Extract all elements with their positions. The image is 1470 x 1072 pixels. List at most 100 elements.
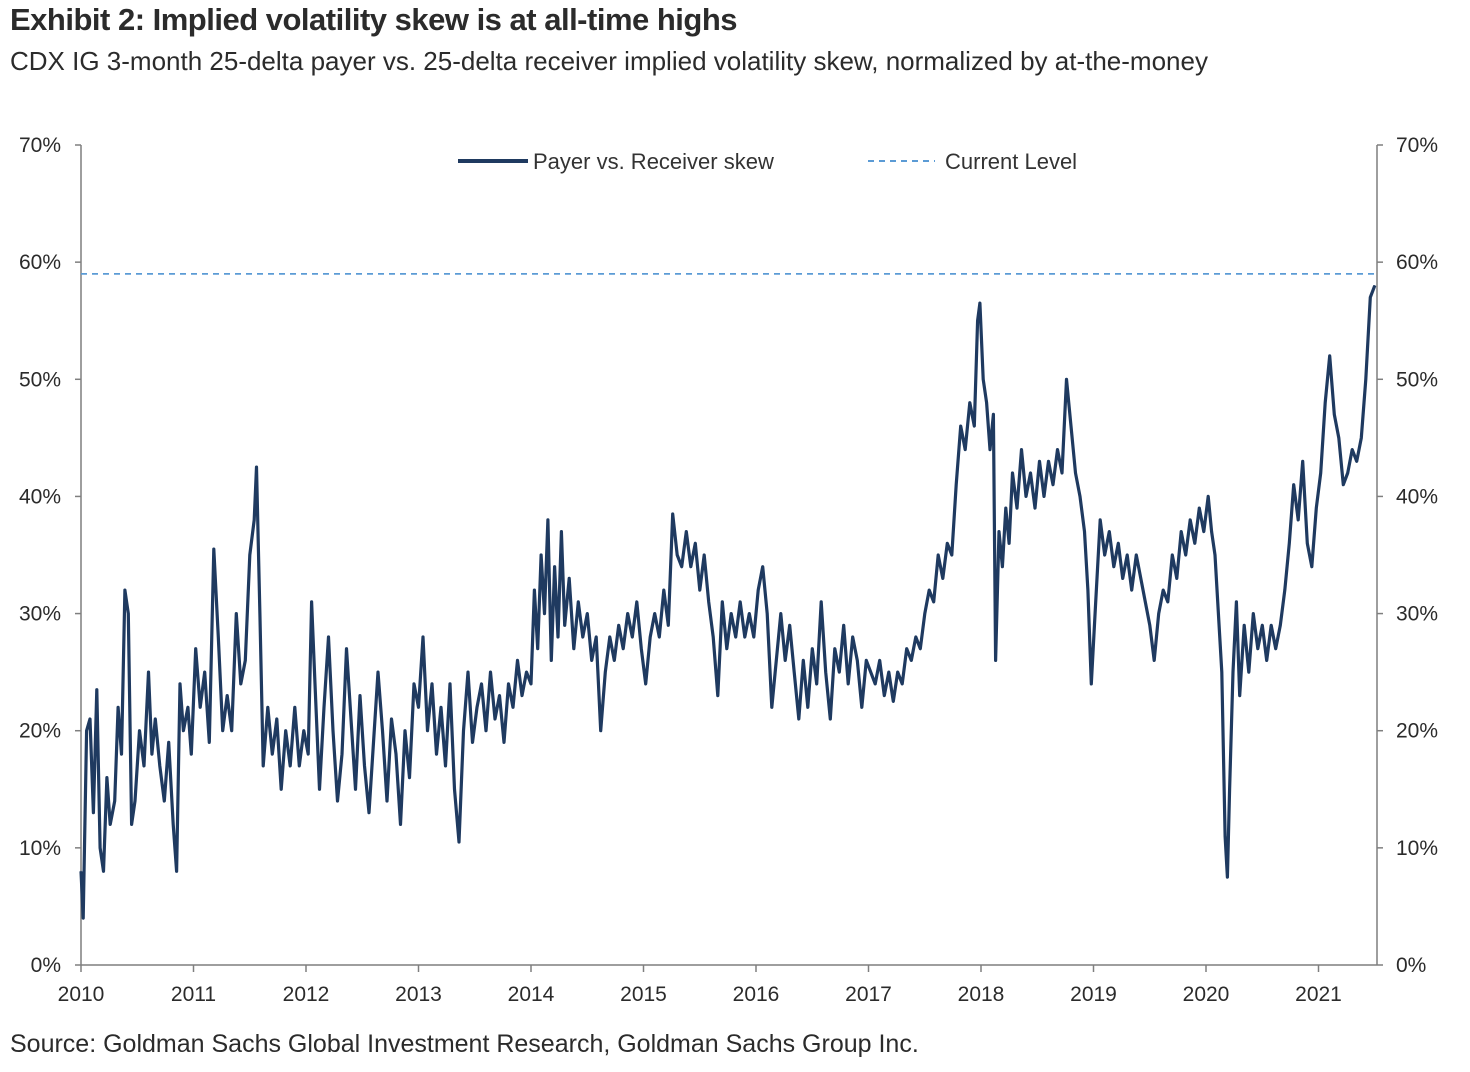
data-point — [294, 706, 296, 708]
x-tick-label: 2020 — [1183, 983, 1230, 1006]
data-point — [811, 648, 813, 650]
data-point — [861, 706, 863, 708]
data-point — [368, 812, 370, 814]
data-point — [757, 589, 759, 591]
data-point — [870, 671, 872, 673]
data-point — [1311, 566, 1313, 568]
data-point — [834, 648, 836, 650]
data-point — [440, 706, 442, 708]
data-point — [1029, 472, 1032, 474]
data-point — [1176, 577, 1178, 580]
data-point — [1306, 542, 1308, 544]
y-tick-label-right: 50% — [1396, 368, 1438, 391]
y-tick-label-left: 10% — [19, 837, 61, 860]
data-point — [503, 741, 505, 744]
data-point — [127, 613, 129, 615]
y-tick-label-left: 70% — [19, 134, 61, 157]
data-point — [485, 730, 487, 732]
data-point — [471, 741, 474, 744]
data-point — [1047, 460, 1050, 462]
data-point — [568, 577, 570, 580]
data-point — [1185, 554, 1187, 556]
data-point — [910, 659, 912, 662]
data-point — [1229, 788, 1231, 790]
data-point — [712, 636, 714, 638]
data-point — [235, 613, 237, 615]
data-point — [120, 753, 123, 755]
data-point — [259, 613, 261, 615]
data-point — [928, 589, 930, 591]
data-point — [1333, 413, 1335, 415]
data-point — [168, 741, 170, 744]
data-point — [195, 648, 197, 650]
data-point — [977, 320, 979, 322]
data-point — [1324, 402, 1326, 404]
data-point — [99, 847, 101, 849]
data-point — [613, 659, 615, 662]
data-point — [708, 601, 710, 603]
data-point — [820, 601, 822, 603]
y-tick-label-right: 0% — [1396, 954, 1426, 977]
data-point — [1061, 472, 1063, 474]
data-point — [176, 870, 178, 872]
data-point — [726, 648, 728, 650]
data-point — [498, 695, 501, 697]
data-point — [226, 695, 228, 697]
data-point — [359, 695, 361, 697]
data-point — [1198, 507, 1200, 509]
data-point — [303, 730, 305, 732]
data-point — [1099, 519, 1101, 521]
data-point — [1329, 355, 1331, 357]
data-point — [467, 671, 469, 673]
data-point — [1217, 613, 1219, 615]
data-point — [1005, 507, 1007, 509]
data-point — [964, 449, 966, 451]
data-point — [341, 753, 343, 755]
data-point — [1288, 542, 1290, 544]
data-point — [390, 718, 393, 720]
data-point — [163, 800, 165, 802]
data-point — [901, 683, 903, 685]
data-point — [444, 765, 447, 767]
data-point — [906, 648, 908, 650]
data-point — [1243, 624, 1245, 626]
y-tick-label-right: 40% — [1396, 485, 1438, 508]
x-tick-label: 2012 — [283, 983, 330, 1006]
data-point — [377, 671, 379, 673]
chart-legend: Payer vs. Receiver skew Current Level — [458, 149, 1077, 174]
data-point — [919, 648, 921, 650]
data-point — [1275, 648, 1277, 650]
data-point — [1095, 601, 1097, 603]
data-point — [609, 636, 611, 638]
data-point — [771, 706, 773, 708]
data-point — [577, 601, 579, 603]
data-point — [989, 449, 991, 451]
page-title: Exhibit 2: Implied volatility skew is at… — [10, 2, 738, 37]
y-tick-label-right: 30% — [1396, 603, 1438, 626]
data-point — [992, 413, 995, 415]
data-point — [131, 823, 133, 826]
data-point — [327, 636, 330, 638]
source-note: Source: Goldman Sachs Global Investment … — [10, 1030, 919, 1058]
data-point — [102, 870, 105, 872]
data-point — [1235, 601, 1237, 603]
data-point — [888, 671, 890, 673]
data-point — [1131, 589, 1133, 591]
data-point — [627, 613, 629, 615]
chart-axes — [80, 145, 1378, 966]
data-point — [667, 624, 669, 626]
data-point — [717, 695, 719, 697]
data-point — [554, 566, 556, 568]
data-point — [1079, 495, 1081, 497]
chart: 0% 10% 20% 30% 40% 50% 60% 70% 0% 10% 20% 30% 40% 50%… — [19, 134, 1438, 1006]
data-point — [883, 695, 885, 697]
data-point — [762, 566, 764, 568]
data-point — [336, 800, 339, 802]
data-point — [979, 302, 981, 304]
data-point — [307, 753, 309, 755]
data-point — [311, 601, 313, 603]
data-point — [690, 566, 692, 568]
data-point — [204, 671, 206, 673]
data-point — [816, 683, 818, 685]
y-tick-label-right: 20% — [1396, 720, 1438, 743]
